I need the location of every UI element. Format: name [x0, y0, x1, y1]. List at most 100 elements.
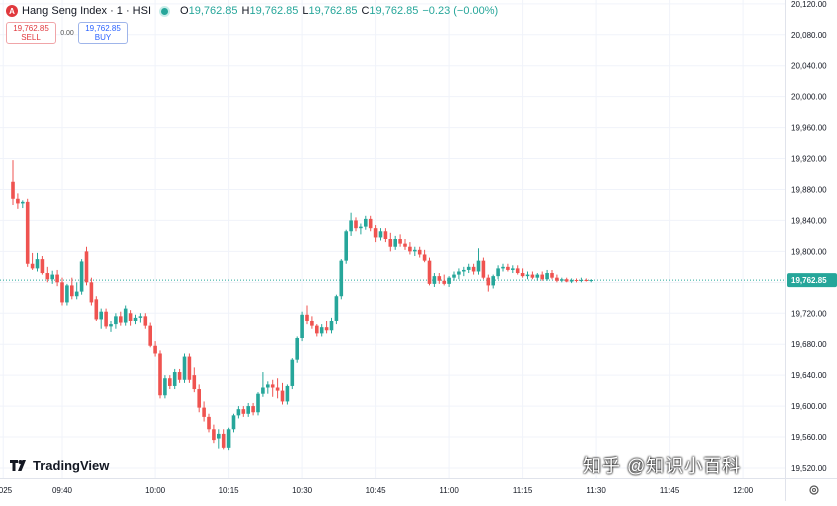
candle-body — [172, 372, 177, 386]
candle-body — [138, 316, 143, 318]
candle-body — [177, 372, 182, 380]
candle-body — [417, 249, 422, 255]
candle-body — [496, 268, 500, 277]
candle-body — [168, 378, 172, 386]
gear-icon[interactable] — [808, 484, 820, 496]
candle-body — [359, 226, 363, 229]
candle-body — [334, 296, 339, 321]
chart-area[interactable] — [0, 0, 785, 478]
candle-body — [339, 260, 344, 297]
close-value: 19,762.85 — [369, 5, 419, 17]
candle-body — [555, 277, 559, 281]
candle-body — [285, 385, 290, 402]
candle-body — [540, 274, 544, 280]
time-tick-label: 12:00 — [733, 486, 754, 495]
candle-body — [217, 433, 221, 439]
sell-label: SELL — [21, 33, 41, 42]
price-tick-label: 19,960.00 — [791, 124, 827, 133]
candle-body — [373, 228, 378, 238]
price-tick-label: 20,000.00 — [791, 93, 827, 102]
time-tick-label: 2025 — [0, 486, 13, 495]
candle-body — [574, 279, 579, 281]
last-price-label: 19,762.85 — [791, 276, 827, 285]
candle-body — [452, 274, 456, 278]
time-tick-label: 10:00 — [145, 486, 166, 495]
price-axis[interactable]: 19,520.00 19,560.00 19,600.00 19,640.00 19,6… — [785, 0, 837, 478]
candle-body — [349, 220, 353, 232]
price-tick-label: 20,120.00 — [791, 0, 827, 9]
axis-corner — [785, 478, 837, 501]
candle-body — [109, 324, 113, 327]
candle-body — [550, 273, 554, 278]
candle-body — [74, 291, 79, 297]
candle-body — [462, 269, 466, 272]
open-key: O — [180, 5, 189, 17]
candle-body — [491, 276, 495, 286]
candle-body — [50, 274, 54, 280]
candle-body — [569, 279, 574, 282]
candle-body — [114, 316, 118, 325]
candle-body — [364, 218, 368, 227]
candle-body — [128, 313, 133, 321]
candle-body — [104, 311, 108, 327]
symbol-legend: A Hang Seng Index · 1 · HSI O 19,762.85 H… — [6, 5, 498, 17]
tradingview-logo-icon — [10, 459, 26, 471]
candle-body — [212, 429, 216, 441]
candle-body — [584, 279, 589, 281]
candle-body — [84, 251, 89, 283]
candle-body — [481, 260, 486, 278]
candle-body — [123, 308, 128, 323]
candle-body — [99, 311, 103, 320]
candle-body — [393, 239, 397, 247]
buy-price: 19,762.85 — [85, 24, 121, 33]
candle-body — [501, 266, 505, 269]
candle-body — [246, 406, 250, 414]
tradingview-logo[interactable]: TradingView — [10, 458, 109, 473]
candle-body — [16, 198, 20, 204]
price-tick-label: 19,720.00 — [791, 309, 827, 318]
price-tick-label: 19,920.00 — [791, 155, 827, 164]
candle-body — [525, 274, 530, 277]
watermark-text: 知乎 @知识小百科 — [583, 456, 742, 476]
candle-body — [226, 429, 231, 448]
candle-body — [329, 320, 334, 331]
candle-body — [520, 273, 525, 277]
symbol-title[interactable]: Hang Seng Index · 1 · HSI — [22, 5, 152, 17]
time-axis[interactable]: 2025 09:40 10:00 10:15 10:30 10:45 11:00 11:15 1… — [0, 478, 785, 501]
time-tick-label: 10:45 — [366, 486, 387, 495]
candle-body — [476, 260, 481, 272]
candle-body — [457, 271, 461, 275]
candle-body — [94, 299, 99, 320]
candle-body — [65, 285, 69, 303]
high-key: H — [241, 5, 250, 17]
candle-body — [319, 327, 324, 334]
candle-body — [398, 239, 402, 244]
last-price-badge — [787, 273, 837, 288]
candle-body — [280, 390, 285, 402]
candle-body — [290, 359, 295, 386]
candle-body — [466, 266, 471, 270]
candle-body — [579, 279, 584, 281]
candle-body — [589, 279, 593, 281]
candle-body — [535, 274, 540, 278]
candle-body — [403, 243, 407, 247]
candle-body — [182, 356, 187, 380]
candle-body — [300, 314, 304, 339]
price-tick-label: 19,640.00 — [791, 371, 827, 380]
buy-label: BUY — [94, 33, 112, 42]
buy-button[interactable]: 19,762.85 BUY — [78, 22, 128, 44]
candle-body — [231, 415, 236, 430]
candle-body — [275, 387, 280, 391]
sell-button[interactable]: 19,762.85 SELL — [6, 22, 56, 44]
candle-body — [79, 261, 84, 292]
candlestick-chart[interactable] — [0, 0, 785, 478]
candle-body — [163, 378, 167, 396]
candle-body — [437, 276, 442, 281]
candle-body — [511, 268, 515, 270]
candle-body — [202, 407, 206, 417]
candle-body — [70, 285, 74, 297]
tradingview-logo-text: TradingView — [33, 458, 110, 473]
high-value: 19,762.85 — [249, 5, 299, 17]
low-value: 19,762.85 — [308, 5, 358, 17]
candle-body — [422, 254, 427, 261]
